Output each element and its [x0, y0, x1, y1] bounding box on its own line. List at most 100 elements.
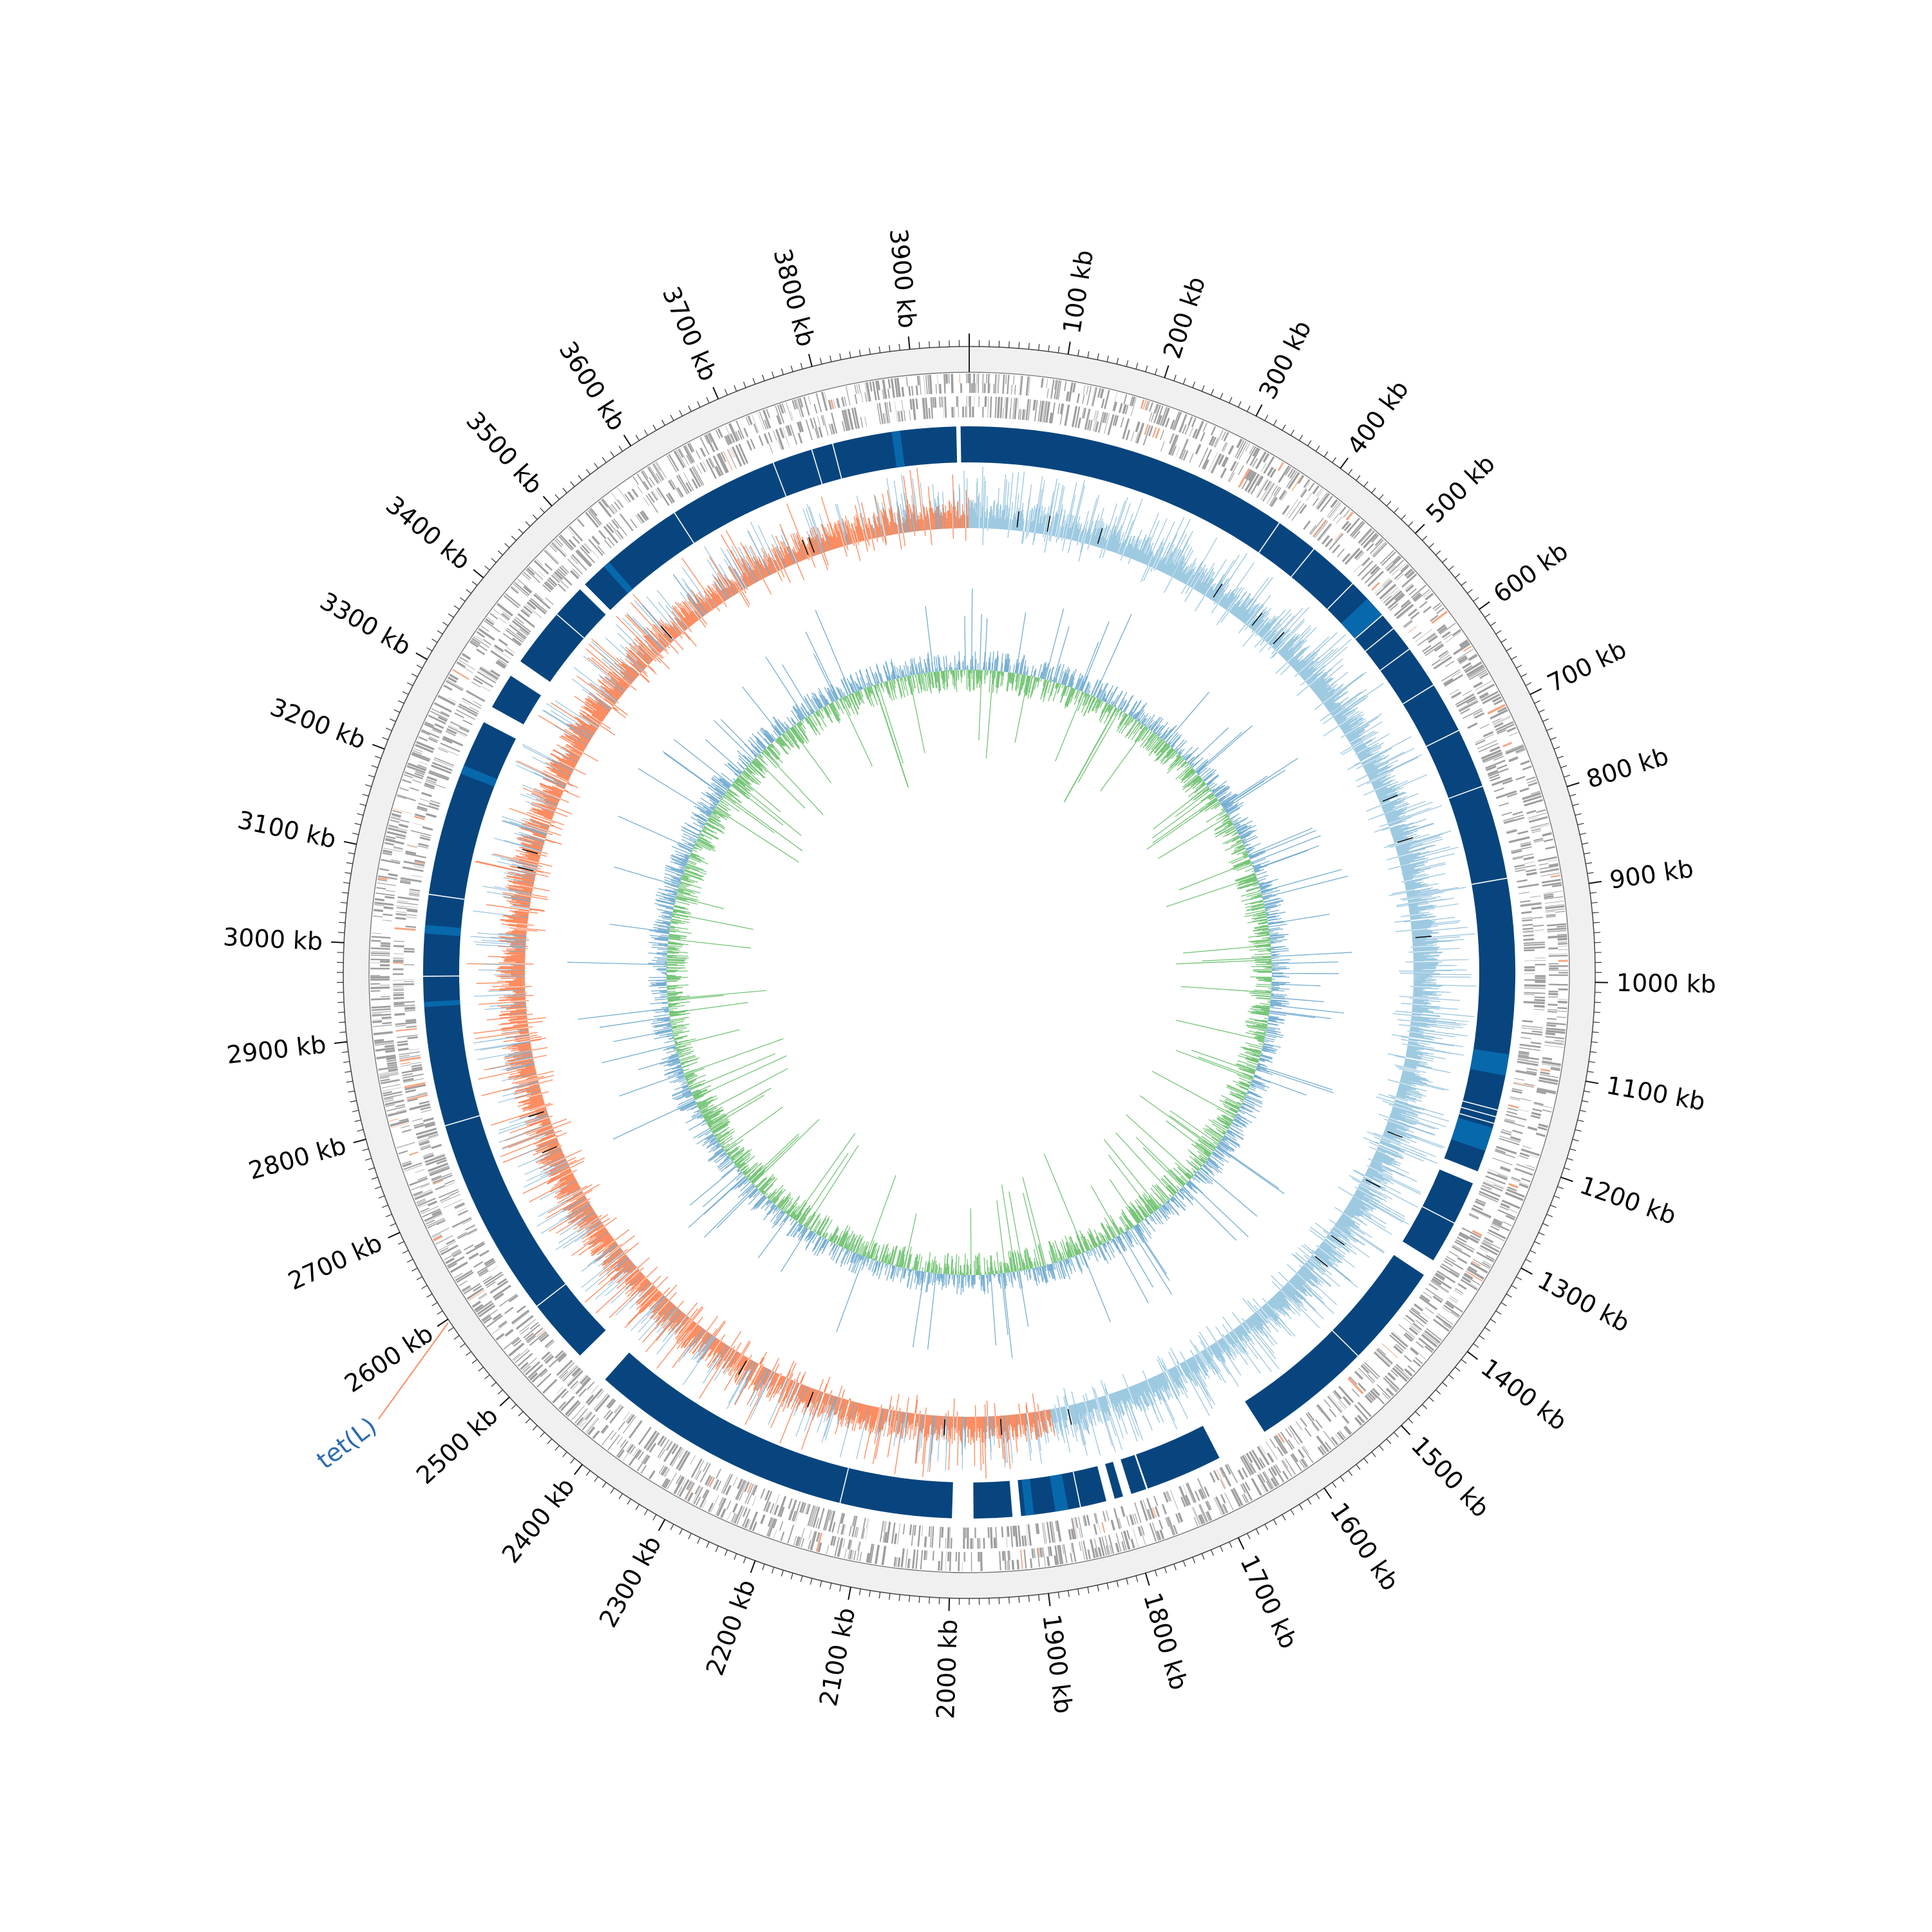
blast-break [556, 614, 585, 639]
tick-label: 3700 kb [657, 283, 723, 386]
blast-break [1379, 649, 1410, 671]
tick-label: 2000 kb [931, 1619, 963, 1719]
blast-alt-segment [1050, 1473, 1068, 1512]
tick-label: 2700 kb [284, 1228, 386, 1295]
tick-label: 1800 kb [1138, 1589, 1193, 1693]
minor-ticks [337, 340, 1602, 1605]
tick-label: 900 kb [1608, 855, 1696, 895]
tick-label: 1600 kb [1325, 1497, 1405, 1596]
blast-break [1448, 785, 1483, 799]
blast-break [536, 1283, 566, 1307]
tick-label: 3800 kb [768, 246, 820, 350]
blast-break [1426, 730, 1459, 747]
ideogram-ring [343, 346, 1596, 1599]
tick-label: 2200 kb [701, 1576, 761, 1680]
blast-segment [423, 722, 606, 1356]
tick-label: 1000 kb [1616, 969, 1717, 998]
blast-segment [1121, 1455, 1146, 1494]
blast-break [674, 512, 695, 544]
blast-alt-segment [1021, 1479, 1034, 1516]
tick-label: 700 kb [1543, 635, 1631, 697]
tick-label: 1500 kb [1406, 1431, 1495, 1522]
tick-label: 1900 kb [1037, 1613, 1077, 1715]
blast-break [428, 893, 465, 900]
blast-break [1459, 1113, 1495, 1124]
blast-alt-segment [424, 999, 460, 1007]
blast-alt-segment [424, 925, 462, 936]
blast-segment [520, 589, 606, 682]
tick-label: 3500 kb [460, 406, 548, 500]
tick-label: 3400 kb [381, 491, 476, 576]
cds-track-reverse [393, 396, 1546, 1549]
blast-break [1461, 1106, 1497, 1117]
blast-break [423, 975, 460, 977]
blast-break [444, 1115, 480, 1126]
tick-label: 100 kb [1057, 248, 1099, 336]
tick-label: 3300 kb [315, 587, 415, 661]
tick-label: 2800 kb [245, 1132, 349, 1186]
tick-label: 1300 kb [1533, 1265, 1634, 1338]
blast-break [1354, 614, 1383, 639]
tick-label: 2400 kb [497, 1472, 580, 1568]
gc-skew-track [467, 466, 1477, 1479]
blast-alt-segment [1470, 1048, 1510, 1076]
tick-label: 1400 kb [1475, 1353, 1572, 1436]
blast-break [832, 443, 842, 479]
blast-segment [605, 1352, 953, 1519]
annotation-leader [377, 1322, 449, 1420]
blast-alt-segment [1451, 1117, 1493, 1151]
blast-break [839, 1468, 849, 1504]
tick-label: 600 kb [1488, 536, 1573, 609]
blast-alt-segment [1341, 598, 1382, 639]
blast-break [1471, 877, 1508, 885]
tick-label: 800 kb [1583, 742, 1672, 794]
blast-segment [491, 676, 542, 724]
blast-break [1422, 1206, 1455, 1224]
blast-break [1072, 1472, 1081, 1508]
tick-label: 2100 kb [814, 1605, 861, 1709]
major-ticks [331, 334, 1608, 1611]
tick-label: 1700 kb [1235, 1551, 1303, 1653]
blast-segment [1245, 1255, 1425, 1432]
blast-break [811, 449, 823, 484]
gc-skew-negative [467, 468, 1056, 1479]
blast-segment [1105, 1461, 1123, 1499]
gc-content-track [567, 588, 1352, 1358]
tick-label: 2300 kb [594, 1531, 667, 1633]
tick-label: 1100 kb [1604, 1071, 1707, 1116]
blast-break [1402, 684, 1434, 705]
gc-skew-positive [969, 466, 1477, 1456]
blast-alt-segment [460, 765, 498, 787]
gc-content-below [666, 669, 1273, 1276]
tick-label: 1200 kb [1577, 1171, 1680, 1230]
blast-segment [1136, 1425, 1220, 1489]
blast-alt-segment [603, 562, 633, 594]
tick-label: 2900 kb [225, 1030, 328, 1070]
tick-label: 3600 kb [553, 336, 631, 435]
tick-label: 3200 kb [267, 692, 370, 754]
blast-break [1463, 1100, 1498, 1111]
blast-break [772, 462, 787, 497]
blast-break [1365, 628, 1394, 652]
blast-break [1327, 583, 1354, 610]
gc-skew-markers [517, 511, 1432, 1435]
blast-segment [973, 1481, 1013, 1519]
cds-track-forward [370, 374, 1569, 1571]
tick-label: 3100 kb [235, 806, 339, 854]
blast-break [1332, 1330, 1359, 1357]
tick-label: 3900 kb [884, 227, 922, 329]
tick-label: 2500 kb [411, 1401, 504, 1490]
tick-label: 500 kb [1421, 450, 1501, 529]
tick-label: 2600 kb [339, 1319, 438, 1397]
tick-label: 400 kb [1341, 375, 1414, 459]
gc-content-above [567, 588, 1352, 1358]
tick-label: 300 kb [1253, 316, 1317, 403]
blast-segment [960, 426, 969, 463]
blast-segment [585, 426, 958, 611]
blast-break [1258, 522, 1280, 553]
tick-label: 200 kb [1158, 273, 1211, 362]
tick-label: 3000 kb [222, 923, 323, 956]
cds-tracks [370, 374, 1569, 1571]
blast-break [1291, 548, 1314, 578]
